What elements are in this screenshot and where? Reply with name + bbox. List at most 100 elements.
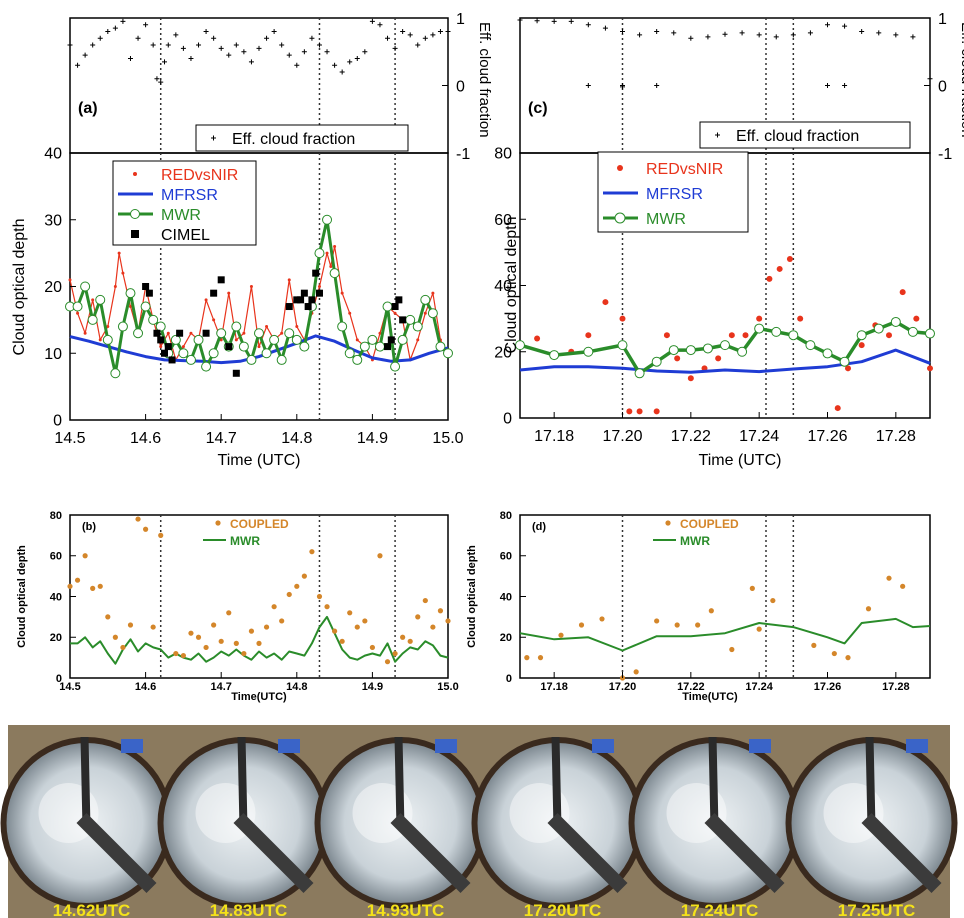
panel-d-y-label: Cloud optical depth	[466, 545, 478, 648]
panel-c-cloud-fraction-point-12	[722, 31, 728, 37]
panel-a-redvsnir-point-0	[68, 278, 72, 282]
panel-a-ytick-label-2: 20	[44, 279, 62, 296]
panel-c-mwr-marker-13	[788, 330, 799, 341]
panel-a-cloud-fraction-point-12	[154, 76, 160, 82]
panel-a-redvsnir-point-7	[117, 251, 121, 255]
panel-d-coupled-point-4	[599, 616, 605, 622]
panel-b-coupled-point-2	[82, 553, 88, 559]
panel-a-redvsnir-point-19	[204, 298, 208, 302]
panel-a-mwr-marker-20	[216, 328, 227, 339]
panel-c-mwr-marker-21	[925, 328, 935, 339]
panel-a-redvsnir-point-31	[295, 325, 299, 329]
panel-a-mwr-marker-7	[117, 321, 128, 332]
panel-b-coupled-point-13	[173, 650, 179, 657]
panel-a-redvsnir-point-40	[355, 338, 359, 342]
panel-a-redvsnir-point-43	[378, 331, 382, 335]
panel-c-redvsnir-point-7	[626, 408, 633, 415]
panel-a-cloud-fraction-point-21	[211, 35, 217, 41]
panel-c-cloud-fraction-point-7	[637, 32, 643, 38]
panel-c-redvsnir-point-14	[715, 355, 722, 362]
panel-b-coupled-point-8	[127, 622, 134, 628]
panel-b-xtick-label-4: 14.9	[362, 681, 383, 693]
panel-a-cloud-fraction-point-8	[127, 56, 133, 61]
panel-c-redvsnir-point-24	[834, 405, 841, 412]
panel-b-panel-label: (b)	[82, 521, 96, 533]
panel-b-coupled-point-23	[248, 628, 255, 634]
panel-a-legend-text-3: CIMEL	[161, 227, 210, 244]
panel-a-redvsnir-point-25	[249, 285, 253, 288]
panel-a-mwr-marker-35	[329, 268, 340, 279]
panel-a-mwr-marker-50	[443, 348, 453, 359]
panel-b-coupled-point-35	[339, 638, 345, 644]
panel-a-cloud-fraction-point-34	[309, 35, 315, 41]
panel-a-series-mfrsr	[69, 334, 449, 365]
panel-a-cimel-point-17	[304, 303, 312, 311]
panel-d-coupled-point-13	[756, 626, 762, 632]
panel-b-coupled-point-27	[279, 618, 285, 624]
panel-a-redvsnir-point-24	[242, 331, 246, 335]
panel-a-cimel-point-8	[202, 329, 210, 337]
panel-a-legend-marker-circle-2	[130, 209, 140, 219]
panel-c-mwr-marker-11	[754, 323, 765, 334]
panel-b-coupled-point-21	[233, 640, 239, 646]
panel-a-mwr-marker-30	[291, 334, 302, 345]
panel-a-mwr-marker-8	[125, 288, 136, 299]
panel-c-redvsnir-point-29	[899, 289, 906, 296]
panel-b-coupled-point-12	[158, 532, 164, 538]
panel-b-xtick-label-5: 15.0	[437, 681, 458, 693]
panel-a-ytick-label-0: 0	[53, 413, 62, 430]
panel-c-redvsnir-point-1	[534, 335, 541, 342]
panel-b-series-mwr	[70, 615, 449, 665]
panel-a-mwr-marker-11	[148, 314, 159, 325]
panel-b-ytick-label-2: 40	[50, 591, 62, 603]
panel-a-mwr-marker-39	[359, 341, 370, 352]
panel-c-cloud-fraction-point-21	[876, 30, 882, 36]
panel-a-cloud-fraction-point-20	[203, 29, 209, 34]
panel-c-cloud-fraction-point-13	[739, 30, 745, 36]
panel-b-coupled-point-42	[392, 650, 398, 657]
panel-b-xtick-label-3: 14.8	[286, 681, 307, 693]
panel-a-ytick-label-3: 30	[44, 212, 62, 229]
panel-b-coupled-point-45	[415, 614, 421, 620]
panel-b-coupled-point-9	[135, 516, 141, 522]
panel-c-cloud-fraction-point-26	[620, 84, 625, 90]
panel-a-mwr-marker-31	[299, 341, 310, 352]
panel-a-cimel-point-24	[395, 296, 403, 304]
panel-a-cimel-point-6	[168, 356, 176, 364]
panel-c-redvsnir-point-25	[845, 365, 851, 372]
panel-c-mwr-marker-2	[583, 346, 594, 357]
panel-c-ytick-label-3: 60	[494, 212, 512, 229]
panel-b-xtick-label-0: 14.5	[59, 681, 80, 693]
panel-b-coupled-point-39	[369, 644, 375, 651]
panel-c-mwr-marker-1	[549, 350, 560, 361]
panel-c-series-mwr	[519, 320, 931, 376]
panel-a-mwr-marker-38	[352, 354, 363, 365]
panel-a-cimel-point-13	[285, 303, 293, 311]
panel-a-cloud-fraction-point-17	[180, 45, 186, 51]
panel-a-redvsnir-point-50	[431, 291, 435, 295]
panel-c-mwr-marker-16	[839, 356, 850, 367]
panel-a-cimel-point-9	[210, 289, 218, 297]
sky-photo-2: 14.93UTC	[314, 725, 487, 918]
panel-c-series-mfrsr	[519, 348, 931, 374]
panel-a-legend-marker-3	[131, 230, 139, 238]
panel-d-coupled-point-15	[811, 642, 817, 649]
panel-a-cloud-fraction-point-48	[415, 42, 421, 48]
panel-a-cloud-fraction-point-14	[162, 59, 167, 65]
panel-a-y-label: Cloud optical depth	[11, 219, 28, 356]
panel-b-coupled-point-40	[377, 553, 383, 559]
panel-b-coupled-point-14	[180, 652, 186, 659]
panel-a-cimel-point-22	[387, 336, 395, 344]
sky-photo-arm-vertical-3	[551, 737, 562, 828]
panel-a-mwr-marker-47	[420, 294, 431, 305]
panel-d-xtick-label-2: 17.22	[677, 681, 705, 693]
panel-b-coupled-point-49	[445, 618, 451, 624]
panel-b-ytick-label-3: 60	[50, 551, 62, 563]
panel-b-coupled-point-30	[301, 573, 307, 579]
panel-c-ytick-label-0: 0	[503, 411, 512, 428]
panel-c-y2-label: Eff. cloud fraction	[958, 22, 964, 138]
panel-a-redvsnir-point-22	[227, 291, 231, 295]
panel-a-cloud-fraction-point-36	[324, 49, 330, 55]
panel-c-cloud-fraction-point-23	[910, 34, 916, 40]
panel-a-cimel-point-10	[217, 276, 225, 284]
